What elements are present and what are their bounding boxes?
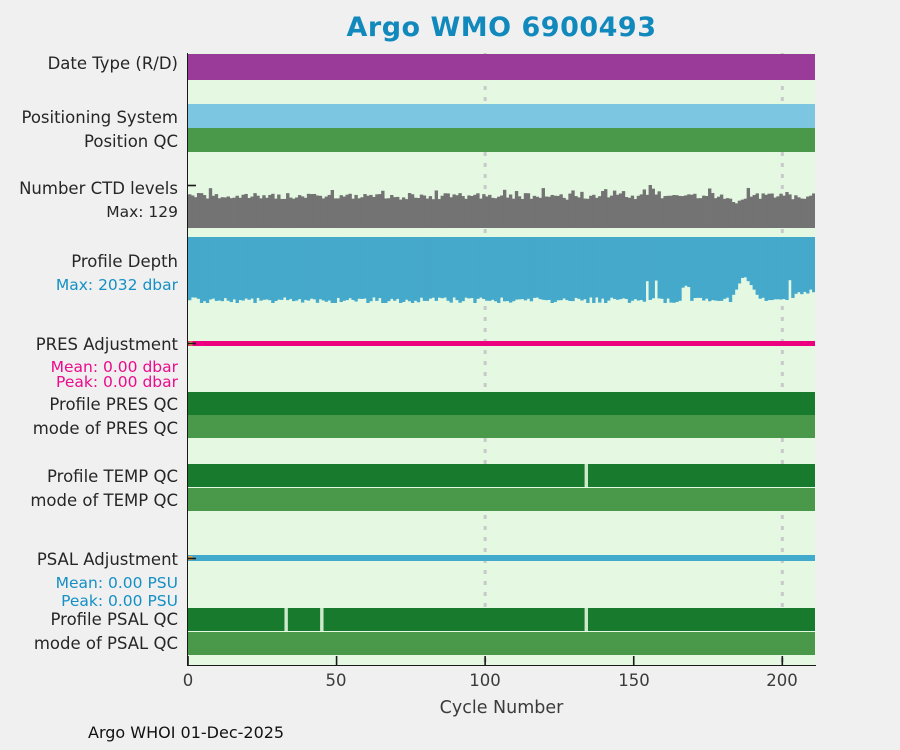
plot-area (188, 53, 815, 665)
profile-psal-qc-gap-134 (584, 608, 588, 631)
row-label-profile-pres-qc: Profile PRES QC (49, 395, 178, 414)
sublabel-psal-mean: Mean: 0.00 PSU (55, 574, 178, 592)
xtick-100: 100 (469, 671, 501, 690)
psal-adjustment-bar (188, 555, 815, 561)
profile-temp-qc-bar (188, 464, 815, 487)
ctd-levels-bars (812, 193, 815, 228)
row-label-profile-temp-qc: Profile TEMP QC (47, 467, 178, 486)
row-label-psal-adjustment: PSAL Adjustment (36, 550, 178, 569)
mode-temp-qc-bar (188, 488, 815, 511)
sublabel-depth-max: Max: 2032 dbar (55, 276, 178, 294)
footer-attribution: Argo WHOI 01-Dec-2025 (88, 723, 285, 742)
row-label-mode-pres-qc: mode of PRES QC (32, 419, 178, 438)
date-type-bar (188, 54, 815, 80)
row-label-position-qc: Position QC (84, 132, 178, 151)
sublabel-psal-peak: Peak: 0.00 PSU (61, 592, 178, 610)
xtick-0: 0 (182, 671, 194, 690)
row-label-positioning: Positioning System (21, 108, 178, 127)
row-label-profile-psal-qc: Profile PSAL QC (50, 610, 178, 629)
y-axis-line (186, 53, 189, 666)
xtick-150: 150 (618, 671, 650, 690)
pres-adjustment-bar (188, 341, 815, 346)
position-qc-bar (188, 128, 815, 152)
xtick-200: 200 (766, 671, 798, 690)
profile-psal-qc-bar (188, 608, 815, 631)
sublabel-pres-mean: Mean: 0.00 dbar (50, 358, 178, 376)
positioning-system-bar (188, 104, 815, 128)
row-label-mode-psal-qc: mode of PSAL QC (33, 634, 178, 653)
profile-pres-qc-bar (188, 392, 815, 415)
x-axis-line (186, 664, 816, 667)
profile-psal-qc-gap-33 (284, 608, 288, 631)
mode-pres-qc-bar (188, 415, 815, 438)
sublabel-pres-peak: Peak: 0.00 dbar (56, 373, 178, 391)
row-label-profile-depth: Profile Depth (71, 252, 178, 271)
profile-psal-qc-gap-45 (320, 608, 324, 631)
page-title: Argo WMO 6900493 (346, 12, 657, 43)
chart-canvas (188, 53, 815, 665)
row-label-mode-temp-qc: mode of TEMP QC (30, 491, 178, 510)
sublabel-ctd-max: Max: 129 (106, 203, 178, 221)
mode-psal-qc-bar (188, 632, 815, 655)
profile-depth-bars (812, 237, 815, 293)
row-label-pres-adjustment: PRES Adjustment (35, 335, 178, 354)
xtick-50: 50 (325, 671, 347, 690)
profile-temp-qc-gap-134 (584, 464, 588, 487)
x-axis-title: Cycle Number (439, 698, 564, 718)
row-label-date-type: Date Type (R/D) (47, 54, 178, 73)
row-label-ctd-levels: Number CTD levels (19, 179, 178, 198)
